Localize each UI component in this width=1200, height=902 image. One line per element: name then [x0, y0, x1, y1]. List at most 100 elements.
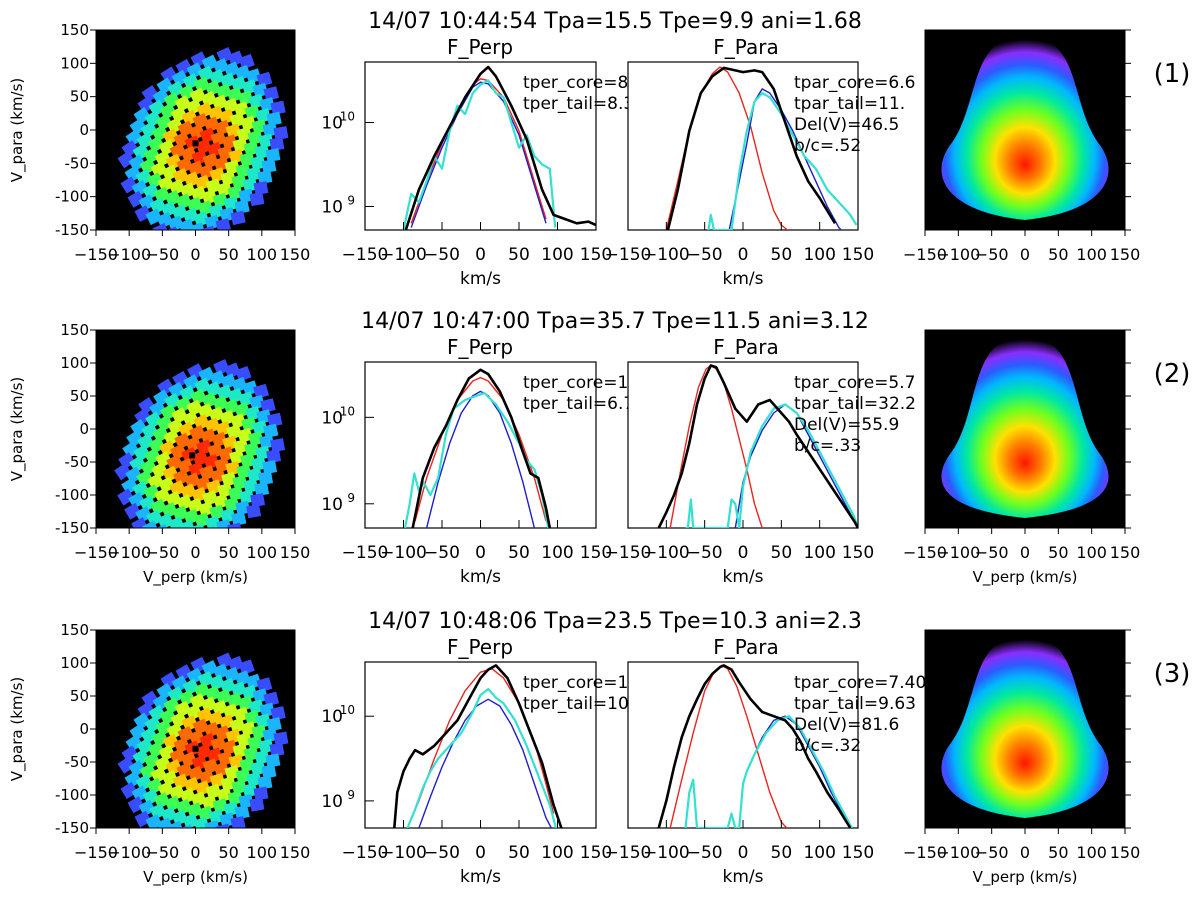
model-x-tick-label: 0	[1020, 543, 1030, 562]
y-tick-label: -50	[65, 753, 90, 771]
vdf-cell	[212, 395, 229, 412]
vdf-cell	[176, 494, 193, 511]
f-perp-plot-annotation: tper_tail=8.38	[523, 94, 645, 114]
vdf-cell	[197, 403, 214, 420]
f-para-plot-annotation: Del(V)=55.9	[794, 415, 899, 435]
vdf-cell	[258, 471, 274, 486]
vdf-cell	[270, 100, 286, 116]
f-perp-plot-core-fit-line	[414, 376, 547, 522]
f-para-plot-x-tick-label: 50	[771, 543, 793, 563]
vdf-cell	[200, 91, 218, 108]
vdf-cell	[160, 201, 178, 218]
vdf-cell	[246, 772, 262, 787]
f-para-plot-series	[657, 364, 858, 528]
vdf-cell	[223, 61, 241, 78]
log-y-tick-label: 10	[321, 408, 343, 428]
vdf-cell	[167, 820, 185, 828]
vdf-cell	[187, 497, 204, 514]
model-x-tick-label: 50	[1048, 543, 1068, 562]
vdf-x-tick-label: 50	[218, 843, 238, 862]
vdf-cell	[191, 486, 208, 503]
y-tick-label: -150	[55, 221, 89, 239]
vdf-cell	[245, 405, 261, 421]
vdf-cell	[247, 130, 264, 145]
vdf-cell	[198, 769, 215, 786]
vdf-cell	[269, 137, 285, 152]
vdf-cell	[201, 392, 218, 409]
vdf-cell	[187, 160, 205, 177]
vdf-cell	[223, 666, 241, 683]
panel-label: (2)	[1154, 359, 1191, 389]
vdf-cell	[215, 823, 232, 828]
vdf-cell	[188, 461, 205, 478]
vdf-cell	[251, 456, 267, 472]
vdf-cell	[227, 185, 244, 200]
vdf-cell	[233, 101, 250, 117]
vdf-cell	[230, 75, 247, 92]
vdf-cell	[208, 203, 225, 219]
model-x-tick-label: 50	[1048, 245, 1068, 264]
y-tick-label: -100	[55, 486, 89, 504]
model-x-tick-label: 0	[1020, 245, 1030, 264]
vdf-cell	[252, 82, 269, 98]
vdf-cell	[200, 428, 217, 445]
vdf-cell	[254, 482, 270, 497]
vdf-cell	[257, 170, 273, 185]
vdf-cell	[215, 83, 233, 100]
vdf-cell	[189, 827, 206, 828]
vdf-cell	[156, 817, 174, 828]
log-y-tick-label: 10	[321, 792, 343, 812]
vdf-cell	[231, 511, 247, 527]
f-perp-plot-x-tick-label: 100	[541, 245, 573, 265]
vdf-cell	[190, 791, 207, 808]
f-perp-plot-annotation: tper_core=10.7	[523, 373, 655, 393]
model-x-tick-label: −50	[975, 245, 1009, 264]
vdf-cell	[193, 816, 210, 828]
vdf-cell	[188, 729, 206, 746]
vdf-cell	[172, 168, 190, 185]
vdf-cell	[216, 181, 233, 197]
vdf-cell	[230, 681, 247, 698]
vdf-cell	[228, 148, 245, 164]
vdf-cell	[214, 119, 231, 136]
f-para-plot-x-axis-label: km/s	[723, 269, 764, 289]
vdf-cell	[211, 699, 229, 716]
vdf-cell	[206, 479, 223, 495]
vdf-cell	[252, 688, 269, 704]
vdf-cell	[230, 210, 246, 226]
vdf-cell	[227, 50, 245, 67]
f-para-plot-annotation: tpar_tail=11.	[794, 94, 905, 114]
model-v-perp-axis-label: V_perp (km/s)	[973, 868, 1078, 887]
f-para-plot-x-tick-label: 100	[803, 843, 835, 863]
f-para-plot-x-tick-label: 100	[803, 245, 835, 265]
vdf-cell	[223, 398, 240, 415]
log-y-tick-exponent: 9	[347, 491, 355, 505]
model-x-tick-label: 100	[1076, 543, 1107, 562]
row-title: 14/07 10:48:06 Tpa=23.5 Tpe=10.3 ani=2.3	[368, 609, 862, 634]
f-para-plot-x-axis-label: km/s	[723, 867, 764, 887]
f-perp-plot-annotation: tper_tail=6.74	[523, 394, 645, 414]
vdf-cell	[235, 365, 252, 382]
vdf-cell	[167, 215, 185, 230]
vdf-cell	[238, 53, 255, 70]
vdf-cell	[221, 471, 237, 487]
vdf-cell	[204, 417, 221, 434]
f-perp-plot-x-tick-label: 50	[508, 245, 530, 265]
v-para-axis-label: V_para (km/s)	[8, 677, 27, 781]
f-para-plot-series	[657, 664, 853, 828]
vdf-cell	[252, 420, 268, 436]
model-x-tick-label: 150	[1110, 843, 1141, 862]
vdf-cell	[198, 501, 215, 517]
f-perp-plot-x-tick-label: 50	[508, 543, 530, 563]
vdf-cell	[229, 112, 246, 128]
vdf-cell	[207, 442, 224, 459]
vdf-image	[96, 30, 295, 230]
vdf-cell	[210, 468, 227, 484]
vdf-cell	[263, 86, 280, 101]
vdf-cell	[236, 464, 252, 480]
vdf-cell	[194, 512, 211, 528]
vdf-cell	[241, 79, 258, 95]
f-para-plot-frame	[627, 361, 859, 529]
y-tick-label: 100	[60, 654, 89, 672]
